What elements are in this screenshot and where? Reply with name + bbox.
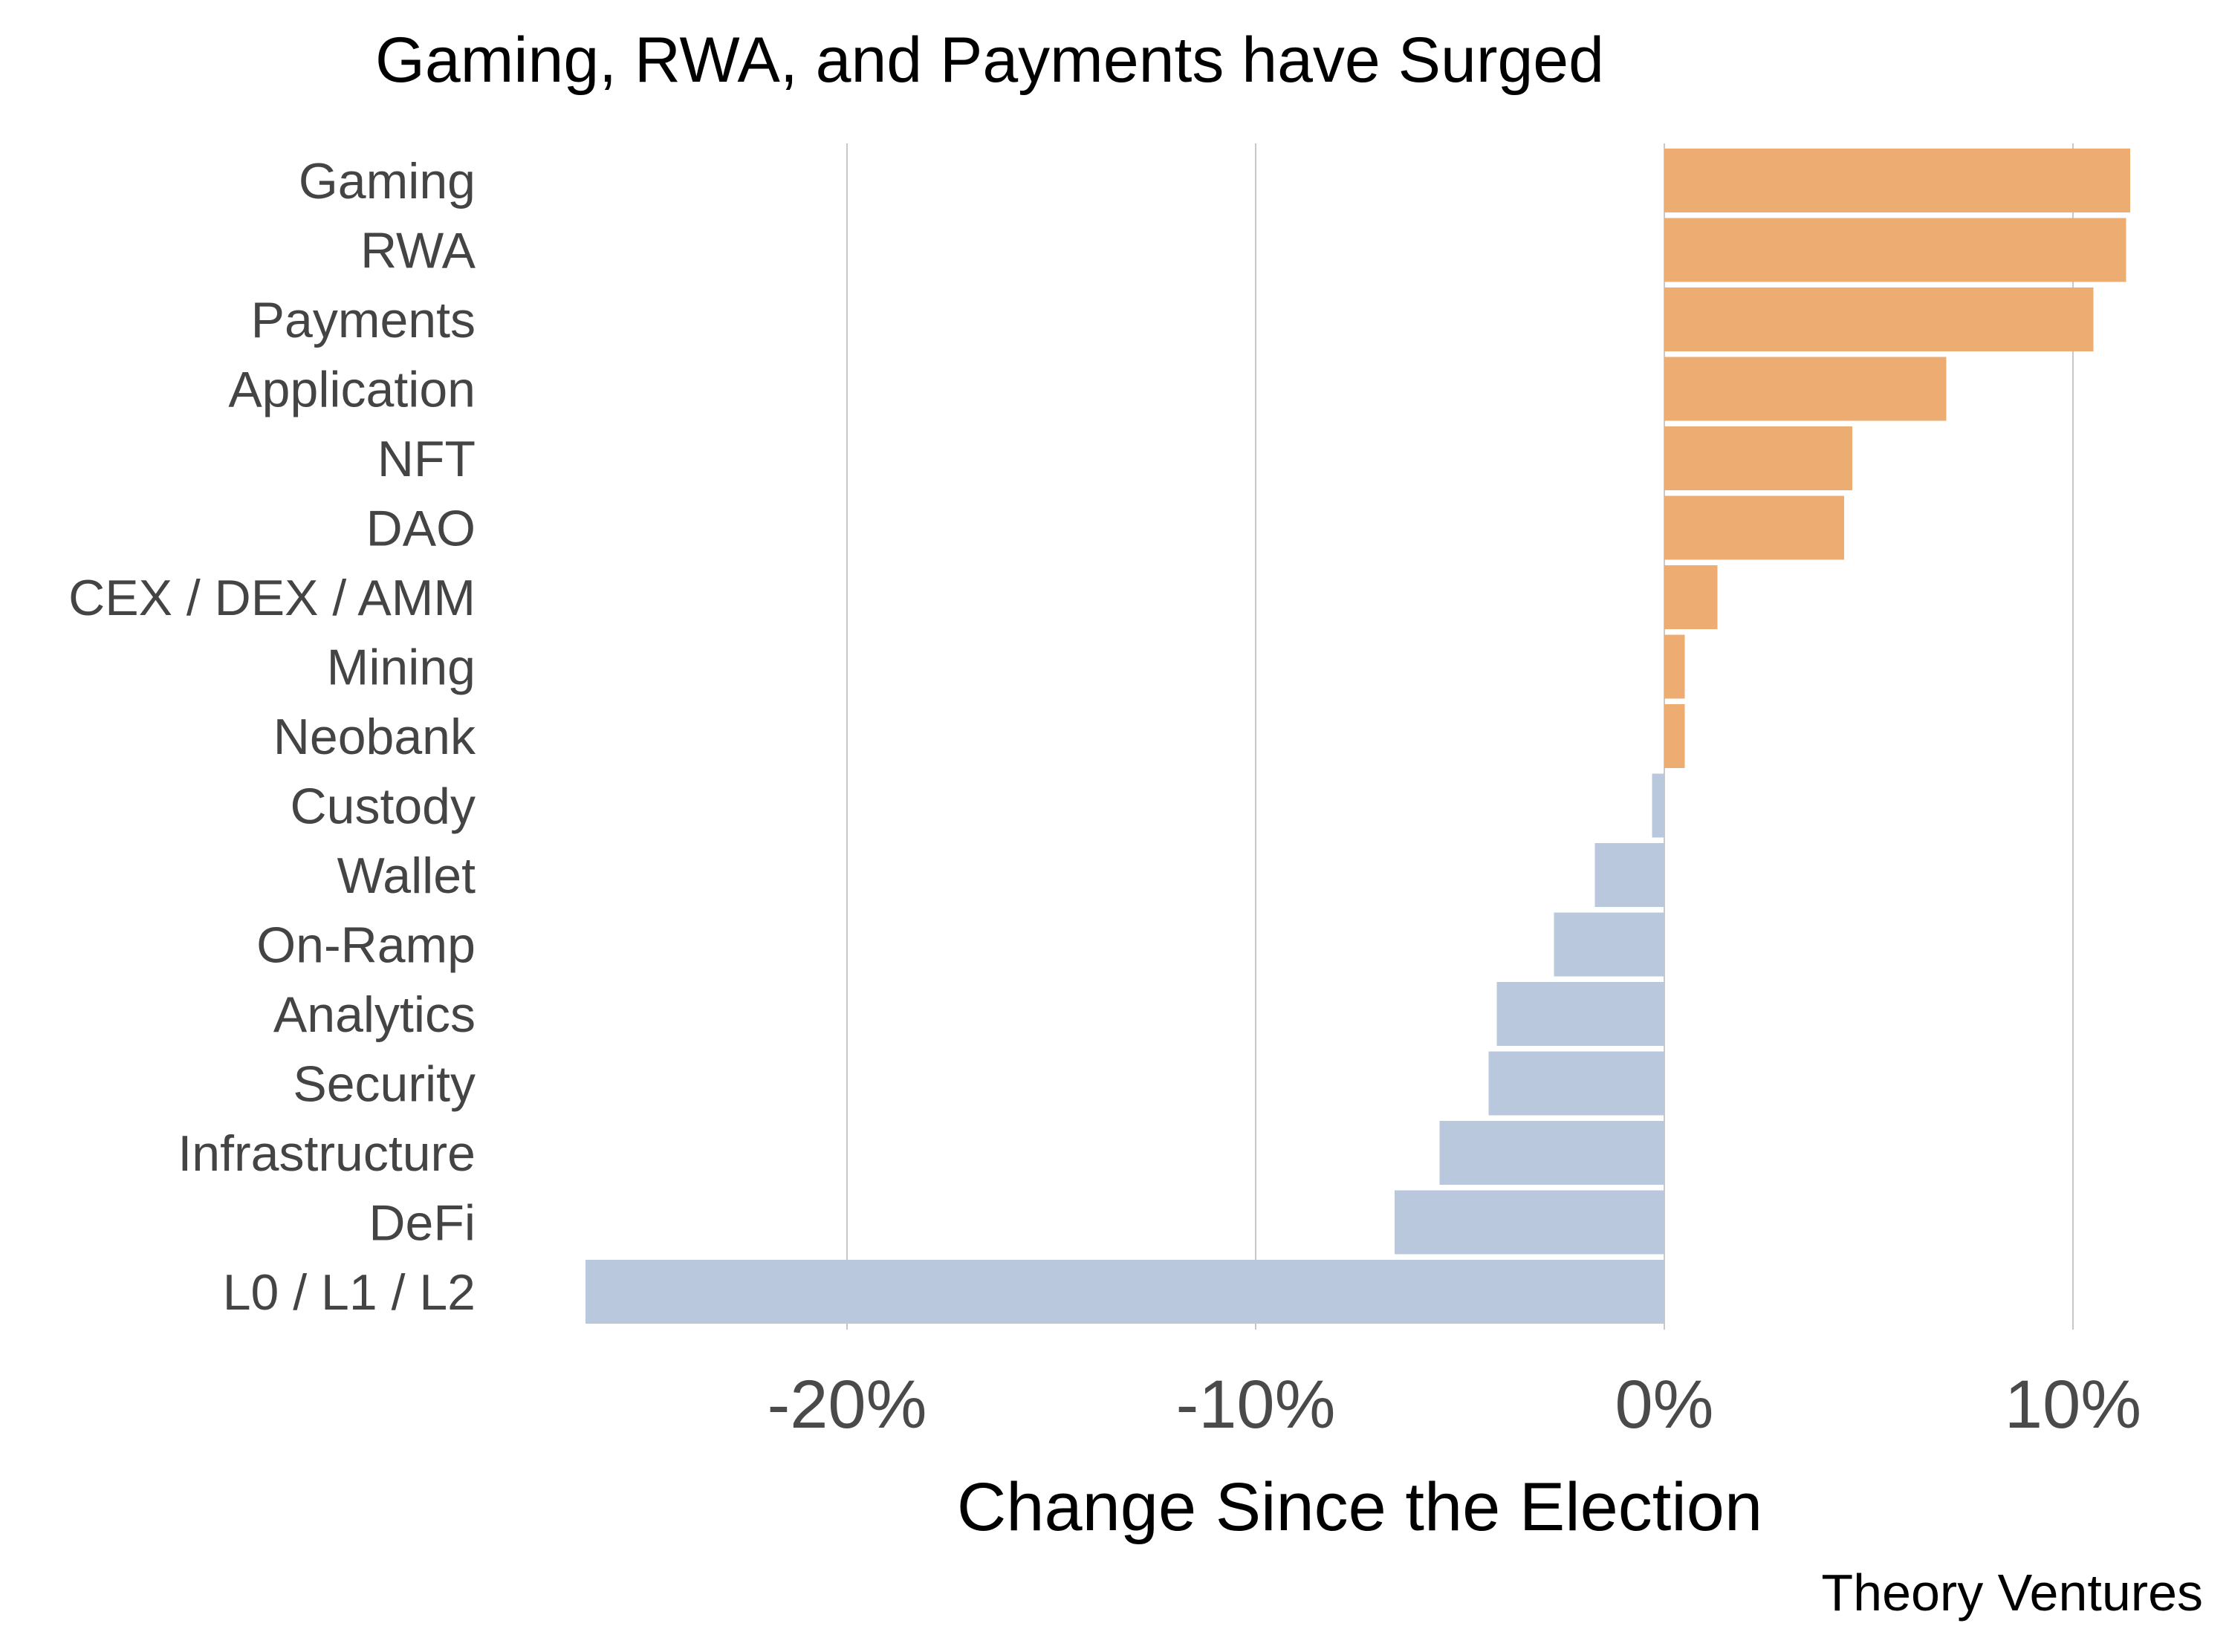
category-label-0: Gaming — [299, 153, 476, 209]
bar-16 — [585, 1260, 1664, 1324]
x-tick-labels: -20% -10% 0% 10% — [768, 1367, 2141, 1443]
category-label-9: Custody — [291, 778, 476, 835]
source-credit: Theory Ventures — [1821, 1564, 2203, 1622]
x-axis-label: Change Since the Election — [957, 1469, 1762, 1545]
category-label-16: L0 / L1 / L2 — [223, 1264, 476, 1321]
category-label-12: Analytics — [273, 986, 476, 1043]
bar-9 — [1652, 773, 1664, 838]
bar-2 — [1664, 287, 2094, 351]
category-label-13: Security — [293, 1056, 476, 1113]
category-label-15: DeFi — [369, 1195, 476, 1252]
bar-11 — [1554, 912, 1664, 977]
category-label-7: Mining — [327, 640, 476, 696]
category-label-11: On-Ramp — [256, 917, 476, 974]
bar-1 — [1664, 218, 2126, 282]
category-label-5: DAO — [366, 501, 476, 557]
x-tick-label-3: 10% — [2005, 1367, 2141, 1443]
category-label-6: CEX / DEX / AMM — [68, 570, 476, 626]
category-labels: Gaming RWA Payments Application NFT DAO CEX / … — [68, 153, 476, 1321]
bar-14 — [1439, 1121, 1664, 1185]
bar-0 — [1664, 149, 2130, 212]
bars — [585, 149, 2130, 1324]
category-label-8: Neobank — [273, 709, 476, 765]
x-tick-label-2: 0% — [1615, 1367, 1714, 1443]
category-label-1: RWA — [360, 223, 476, 279]
bar-8 — [1664, 704, 1685, 768]
category-label-4: NFT — [377, 431, 476, 487]
bar-5 — [1664, 495, 1844, 560]
bar-12 — [1496, 982, 1664, 1046]
category-label-2: Payments — [251, 292, 476, 348]
bar-10 — [1594, 843, 1664, 907]
category-label-10: Wallet — [337, 848, 476, 904]
bar-13 — [1488, 1051, 1664, 1116]
chart-title: Gaming, RWA, and Payments have Surged — [375, 25, 1604, 96]
category-label-3: Application — [228, 362, 476, 418]
x-tick-label-1: -10% — [1176, 1367, 1336, 1443]
bar-6 — [1664, 565, 1718, 629]
bar-4 — [1664, 426, 1852, 490]
x-tick-label-0: -20% — [768, 1367, 927, 1443]
bar-3 — [1664, 357, 1947, 421]
bar-7 — [1664, 634, 1685, 699]
category-label-14: Infrastructure — [178, 1125, 476, 1182]
bar-15 — [1395, 1190, 1664, 1255]
